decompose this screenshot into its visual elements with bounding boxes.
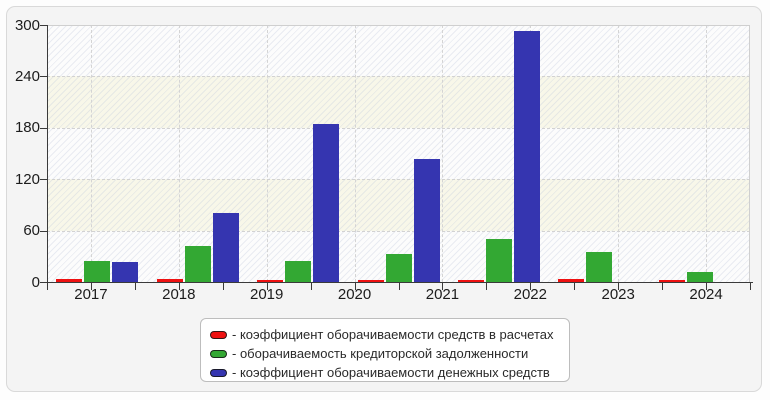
x-axis-tick bbox=[310, 283, 312, 290]
legend-label: - коэффициент оборачиваемости средств в … bbox=[232, 327, 554, 342]
y-axis-label: 60 bbox=[23, 222, 40, 240]
vertical-gridline bbox=[90, 25, 92, 282]
x-axis-tick bbox=[266, 283, 268, 290]
x-axis-tick bbox=[47, 283, 48, 290]
vertical-gridline bbox=[706, 25, 708, 282]
y-axis-label: 120 bbox=[14, 170, 40, 188]
y-axis-label: 0 bbox=[31, 273, 40, 291]
bar-series0-group3 bbox=[357, 280, 384, 282]
bar-series1-group0 bbox=[84, 261, 111, 282]
x-axis-label: 2023 bbox=[601, 286, 635, 303]
x-axis-label: 2018 bbox=[162, 286, 196, 303]
y-axis-label: 300 bbox=[14, 16, 40, 34]
x-axis-label: 2019 bbox=[250, 286, 284, 303]
bar-series0-group4 bbox=[457, 280, 484, 282]
vertical-gridline bbox=[354, 25, 356, 282]
plot-band bbox=[47, 179, 750, 231]
bar-series0-group5 bbox=[558, 278, 585, 282]
x-axis-tick bbox=[662, 283, 664, 290]
horizontal-gridline bbox=[47, 76, 750, 78]
x-axis-tick bbox=[354, 283, 356, 290]
x-axis-tick bbox=[178, 283, 180, 290]
y-axis-tick bbox=[40, 230, 47, 232]
legend-item: - коэффициент оборачиваемости средств в … bbox=[210, 325, 569, 344]
x-axis-label: 2021 bbox=[425, 286, 460, 303]
bar-series1-group3 bbox=[385, 253, 412, 282]
plot-band bbox=[47, 76, 750, 128]
x-axis-tick bbox=[134, 283, 136, 290]
x-axis-line bbox=[46, 281, 753, 283]
bar-series1-group1 bbox=[184, 246, 211, 282]
legend-label: - оборачиваемость кредиторской задолженн… bbox=[232, 346, 529, 361]
x-axis-label: 2017 bbox=[74, 286, 108, 303]
y-axis-line bbox=[47, 25, 48, 283]
x-axis-tick bbox=[222, 283, 224, 290]
bar-series1-group4 bbox=[485, 239, 512, 282]
bar-series0-group6 bbox=[658, 280, 685, 282]
y-axis-label: 180 bbox=[14, 119, 40, 137]
bar-series2-group3 bbox=[413, 158, 440, 282]
bar-series2-group0 bbox=[112, 262, 139, 282]
plot-area bbox=[47, 25, 750, 282]
horizontal-gridline bbox=[47, 127, 750, 129]
bar-series2-group4 bbox=[513, 31, 540, 282]
horizontal-gridline bbox=[47, 230, 750, 232]
x-axis-tick bbox=[90, 283, 92, 290]
x-axis-label: 2020 bbox=[337, 286, 372, 303]
legend-swatch-green bbox=[210, 349, 227, 358]
x-axis-tick bbox=[442, 283, 444, 290]
horizontal-gridline bbox=[47, 179, 750, 181]
vertical-gridline bbox=[618, 25, 620, 282]
legend: - коэффициент оборачиваемости средств в … bbox=[200, 318, 570, 382]
bar-series0-group2 bbox=[257, 280, 284, 282]
plot-band bbox=[47, 127, 750, 180]
y-axis-tick bbox=[40, 25, 47, 26]
plot-border-top bbox=[47, 25, 750, 26]
x-axis-tick bbox=[530, 283, 532, 290]
bar-series0-group0 bbox=[56, 278, 83, 282]
legend-item: - оборачиваемость кредиторской задолженн… bbox=[210, 344, 569, 363]
vertical-gridline bbox=[266, 25, 268, 282]
legend-swatch-blue bbox=[210, 368, 227, 377]
y-axis-label: 240 bbox=[14, 67, 40, 85]
x-axis-tick bbox=[750, 283, 751, 290]
x-axis-tick bbox=[486, 283, 488, 290]
x-axis-label: 2024 bbox=[689, 286, 723, 303]
x-axis-tick bbox=[706, 283, 708, 290]
y-axis-tick bbox=[40, 179, 47, 181]
bar-series0-group1 bbox=[156, 279, 183, 282]
x-axis-tick bbox=[398, 283, 400, 290]
y-axis-tick bbox=[40, 282, 47, 283]
bar-series1-group5 bbox=[586, 252, 613, 282]
vertical-gridline bbox=[178, 25, 180, 282]
x-axis-tick bbox=[574, 283, 576, 290]
bar-series1-group6 bbox=[686, 271, 713, 282]
plot-border-right bbox=[749, 25, 750, 282]
vertical-gridline bbox=[442, 25, 444, 282]
x-axis-tick bbox=[618, 283, 620, 290]
bar-series2-group1 bbox=[212, 213, 239, 282]
plot-band bbox=[47, 25, 750, 77]
legend-item: - коэффициент оборачиваемости денежных с… bbox=[210, 363, 569, 382]
bar-series2-group2 bbox=[313, 123, 340, 282]
plot-hatch-pattern bbox=[47, 25, 750, 282]
legend-swatch-red bbox=[210, 330, 227, 339]
y-axis-tick bbox=[40, 127, 47, 129]
legend-label: - коэффициент оборачиваемости денежных с… bbox=[232, 365, 550, 380]
y-axis-tick bbox=[40, 76, 47, 78]
x-axis-label: 2022 bbox=[513, 286, 547, 303]
bar-series1-group2 bbox=[285, 260, 312, 282]
